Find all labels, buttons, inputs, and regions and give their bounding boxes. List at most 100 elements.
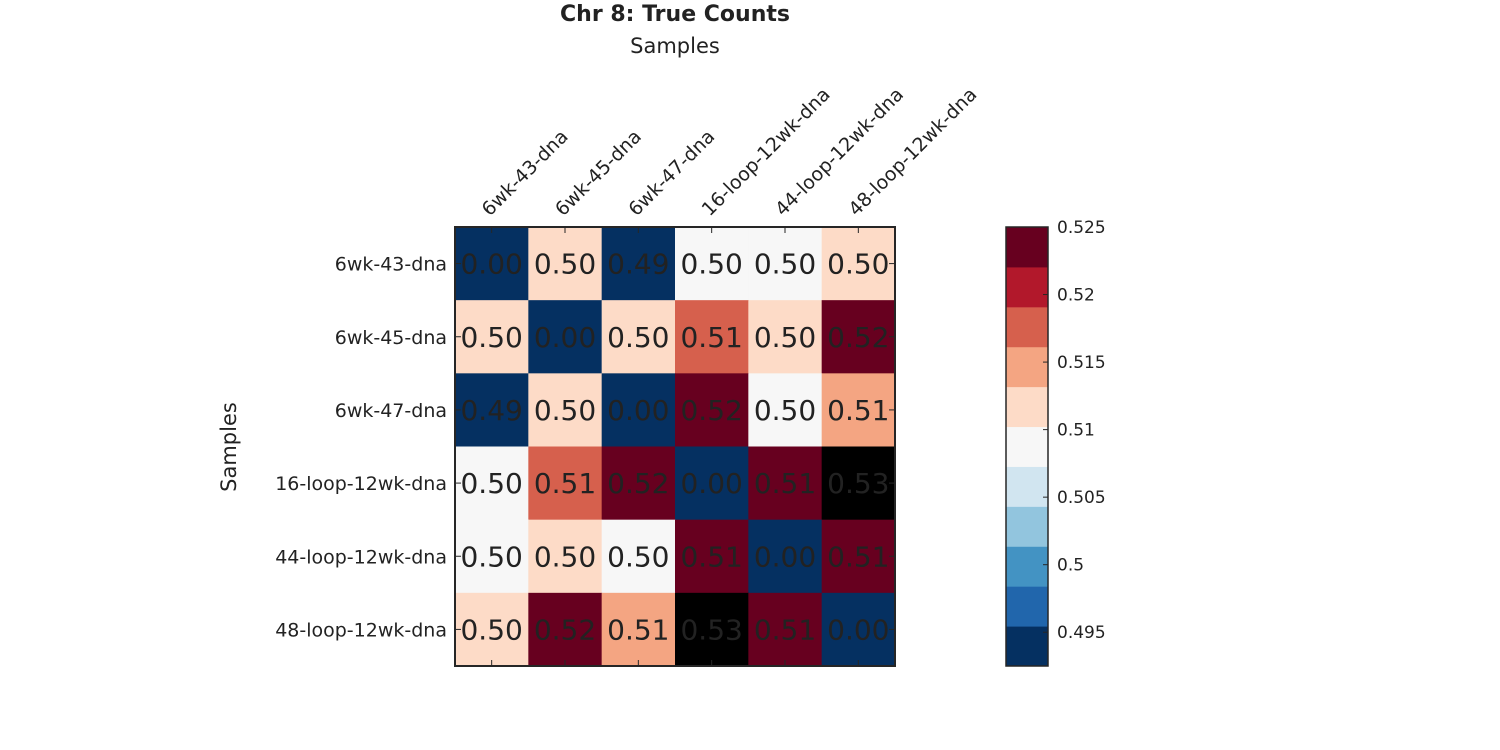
cell-value-label: 0.49 xyxy=(460,394,522,427)
cell-value-label: 0.51 xyxy=(754,467,816,500)
heatmap-cell xyxy=(528,519,603,594)
heatmap-cell xyxy=(601,592,676,667)
heatmap-cell xyxy=(821,227,896,301)
y-tick-label: 44-loop-12wk-dna xyxy=(275,546,447,568)
x-axis-title: Samples xyxy=(630,34,720,58)
x-tick-label: 48-loop-12wk-dna xyxy=(844,83,981,220)
colorbar-segment xyxy=(1006,586,1048,627)
cell-value-label: 0.52 xyxy=(680,394,742,427)
cell-value-label: 0.51 xyxy=(680,321,742,354)
colorbar-tick-label: 0.51 xyxy=(1057,421,1095,441)
heatmap-cell xyxy=(748,446,823,521)
cell-value-label: 0.51 xyxy=(827,394,889,427)
colorbar-segment xyxy=(1006,506,1048,547)
y-tick-label: 6wk-43-dna xyxy=(335,254,447,276)
cell-value-label: 0.00 xyxy=(460,248,522,281)
x-tick-label: 44-loop-12wk-dna xyxy=(771,83,908,220)
heatmap-cell xyxy=(455,373,529,447)
cell-value-label: 0.50 xyxy=(534,394,596,427)
heatmap-cell xyxy=(748,373,823,447)
cell-value-label: 0.50 xyxy=(534,248,596,281)
cell-value-label: 0.50 xyxy=(827,248,889,281)
heatmap-cell xyxy=(675,592,749,667)
cell-value-label: 0.51 xyxy=(827,540,889,573)
heatmap-cell xyxy=(455,227,529,301)
cell-value-label: 0.50 xyxy=(460,540,522,573)
heatmap-cell xyxy=(601,446,676,521)
cell-value-label: 0.00 xyxy=(534,321,596,354)
cell-value-label: 0.53 xyxy=(680,613,742,646)
heatmap-cell xyxy=(601,300,676,374)
colorbar-tick-label: 0.525 xyxy=(1057,218,1106,238)
colorbar-segment xyxy=(1006,306,1048,348)
cell-value-label: 0.50 xyxy=(534,540,596,573)
cell-value-label: 0.00 xyxy=(680,467,742,500)
heatmap-cell xyxy=(601,373,676,447)
heatmap-cell-labels: 0.00 0.50 0.49 0.50 0.50 0.50 0.50 0.00 0.50 0.51… xyxy=(460,248,889,647)
colorbar-segment xyxy=(1006,546,1048,587)
cell-value-label: 0.00 xyxy=(827,613,889,646)
heatmap-cell xyxy=(821,446,896,521)
heatmap-cell xyxy=(528,300,603,374)
colorbar-segment xyxy=(1006,346,1048,388)
heatmap-cell xyxy=(601,519,676,594)
heatmap-cell xyxy=(821,373,896,447)
y-tick-label: 16-loop-12wk-dna xyxy=(275,473,447,495)
heatmap-cell xyxy=(601,227,676,301)
heatmap-cell xyxy=(675,446,749,521)
heatmap-cell xyxy=(528,227,603,301)
colorbar-segment xyxy=(1006,466,1048,507)
cell-value-label: 0.50 xyxy=(460,467,522,500)
heatmap-cell xyxy=(455,519,529,594)
colorbar-segment xyxy=(1006,386,1048,428)
cell-value-label: 0.49 xyxy=(607,248,669,281)
heatmap-cell xyxy=(675,300,749,374)
heatmap-cell xyxy=(748,592,823,667)
colorbar-segment xyxy=(1006,266,1048,308)
colorbar-tick-label: 0.515 xyxy=(1057,353,1106,373)
heatmap-cell xyxy=(528,592,603,667)
cell-value-label: 0.51 xyxy=(534,467,596,500)
heatmap-cell xyxy=(455,446,529,521)
cell-value-label: 0.50 xyxy=(680,248,742,281)
colorbar-tick-label: 0.495 xyxy=(1057,623,1106,643)
chart-title: Chr 8: True Counts xyxy=(560,2,790,27)
x-tick-label: 16-loop-12wk-dna xyxy=(698,83,835,220)
cell-value-label: 0.53 xyxy=(827,467,889,500)
heatmap-cell xyxy=(455,592,529,667)
colorbar-tick-label: 0.52 xyxy=(1057,286,1095,306)
heatmap-cell xyxy=(821,300,896,374)
cell-value-label: 0.50 xyxy=(460,321,522,354)
colorbar-segment xyxy=(1006,227,1048,268)
heatmap-cell xyxy=(748,300,823,374)
cell-value-label: 0.50 xyxy=(607,321,669,354)
heatmap-cell xyxy=(675,373,749,447)
cell-value-label: 0.00 xyxy=(607,394,669,427)
cell-value-label: 0.51 xyxy=(607,613,669,646)
heatmap-cell xyxy=(821,592,896,667)
heatmap-cells xyxy=(455,227,896,667)
cell-value-label: 0.50 xyxy=(754,394,816,427)
y-tick-label: 6wk-45-dna xyxy=(335,327,447,349)
cell-value-label: 0.50 xyxy=(460,613,522,646)
y-tick-label: 6wk-47-dna xyxy=(335,400,447,422)
colorbar-tick-label: 0.5 xyxy=(1057,556,1084,576)
y-tick-label: 48-loop-12wk-dna xyxy=(275,619,447,641)
cell-value-label: 0.50 xyxy=(607,540,669,573)
cell-value-label: 0.52 xyxy=(827,321,889,354)
cell-value-label: 0.00 xyxy=(754,540,816,573)
heatmap-cell xyxy=(528,373,603,447)
cell-value-label: 0.51 xyxy=(754,613,816,646)
y-axis-title: Samples xyxy=(217,402,241,492)
colorbar-frame xyxy=(1005,226,1049,667)
heatmap-cell xyxy=(675,227,749,301)
colorbar-segment xyxy=(1006,626,1048,667)
heatmap-cell xyxy=(748,519,823,594)
cell-value-label: 0.50 xyxy=(754,321,816,354)
cell-value-label: 0.51 xyxy=(680,540,742,573)
y-tick-labels: 6wk-43-dna 6wk-45-dna 6wk-47-dna 16-loop-12… xyxy=(275,254,447,642)
colorbar: 0.495 0.5 0.505 0.51 0.515 0.52 0.525 xyxy=(1005,218,1106,667)
axis-tick-marks xyxy=(455,227,895,666)
cell-value-label: 0.52 xyxy=(534,613,596,646)
